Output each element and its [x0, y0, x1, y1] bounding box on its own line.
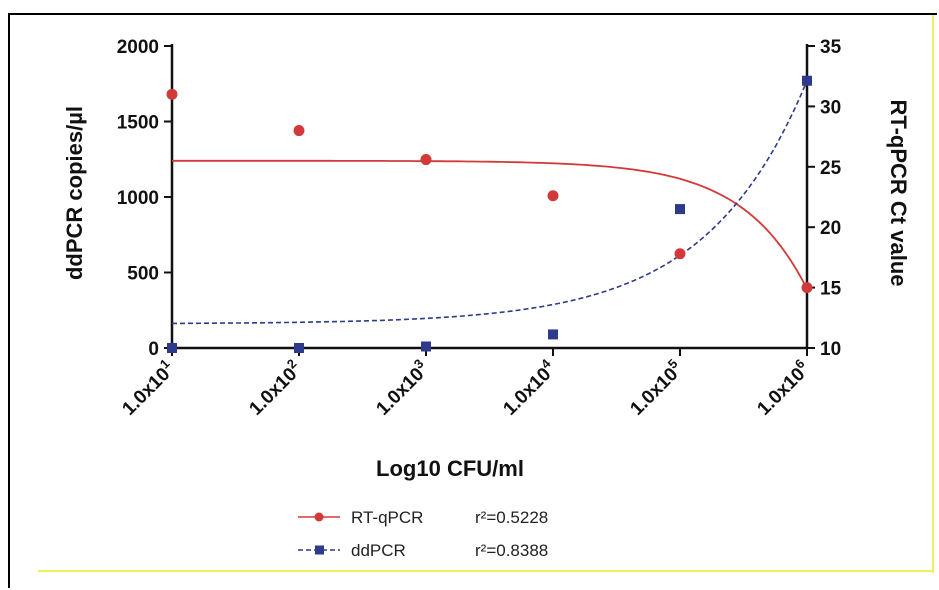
ddpcr-point: [294, 343, 304, 353]
fit-lines-group: [172, 80, 808, 325]
y-left-tick-label: 2000: [117, 37, 159, 58]
rt-qpcr-point: [293, 125, 305, 137]
rt-qpcr-point: [547, 190, 559, 202]
y-right-tick-label: 15: [820, 279, 842, 300]
figure-frame: [8, 13, 937, 588]
y-left-tick-label: 1500: [117, 113, 159, 134]
points-group: [166, 75, 813, 353]
ddpcr-fit-line: [172, 80, 808, 325]
legend-rt-qpcr-marker: [314, 512, 324, 522]
y-left-tick-label: 500: [127, 264, 159, 285]
legend: RT-qPCR r²=0.5228 ddPCR r²=0.8388: [298, 508, 548, 560]
x-tick-label: 1.0x103: [370, 356, 434, 420]
rt-qpcr-point: [420, 154, 432, 166]
x-axis-title: Log10 CFU/ml: [376, 456, 524, 481]
figure-border-right: [932, 15, 934, 573]
ticks-group: 0 500 1000 1500 2000 10 15 20 25 30 35 1.0x101 1.0x1…: [116, 37, 842, 420]
y-right-tick-label: 10: [820, 339, 841, 360]
ddpcr-point: [421, 341, 431, 352]
legend-rt-qpcr-r2: r²=0.5228: [475, 508, 548, 527]
y-axis-left-title: ddPCR copies/µl: [62, 106, 87, 280]
rt-qpcr-point: [166, 88, 178, 100]
x-tick-label: 1.0x105: [624, 356, 688, 420]
axes-group: [170, 44, 809, 350]
y-left-tick-label: 1000: [117, 188, 159, 209]
figure-border-bottom: [38, 570, 934, 572]
ddpcr-point: [548, 329, 558, 340]
x-tick-label: 1.0x102: [243, 356, 307, 420]
y-right-tick-label: 35: [820, 37, 842, 58]
y-right-tick-label: 20: [820, 218, 841, 239]
x-tick-label: 1.0x101: [116, 356, 180, 420]
legend-ddpcr-label: ddPCR: [351, 541, 406, 560]
rt-qpcr-point: [674, 248, 686, 260]
ddpcr-point: [675, 204, 685, 215]
y-right-tick-label: 30: [820, 97, 841, 118]
x-tick-label: 1.0x106: [751, 356, 815, 420]
legend-rt-qpcr-label: RT-qPCR: [351, 508, 423, 527]
y-left-tick-label: 0: [148, 339, 159, 360]
rt-qpcr-fit-line: [172, 159, 808, 290]
legend-ddpcr-marker: [315, 545, 324, 555]
y-axis-right-title: RT-qPCR Ct value: [886, 99, 911, 286]
ddpcr-point: [167, 343, 177, 353]
legend-ddpcr-r2: r²=0.8388: [475, 541, 548, 560]
y-right-tick-label: 25: [820, 158, 842, 179]
rt-qpcr-point: [801, 282, 813, 294]
x-tick-label: 1.0x104: [497, 355, 561, 419]
ddpcr-point: [802, 75, 812, 86]
